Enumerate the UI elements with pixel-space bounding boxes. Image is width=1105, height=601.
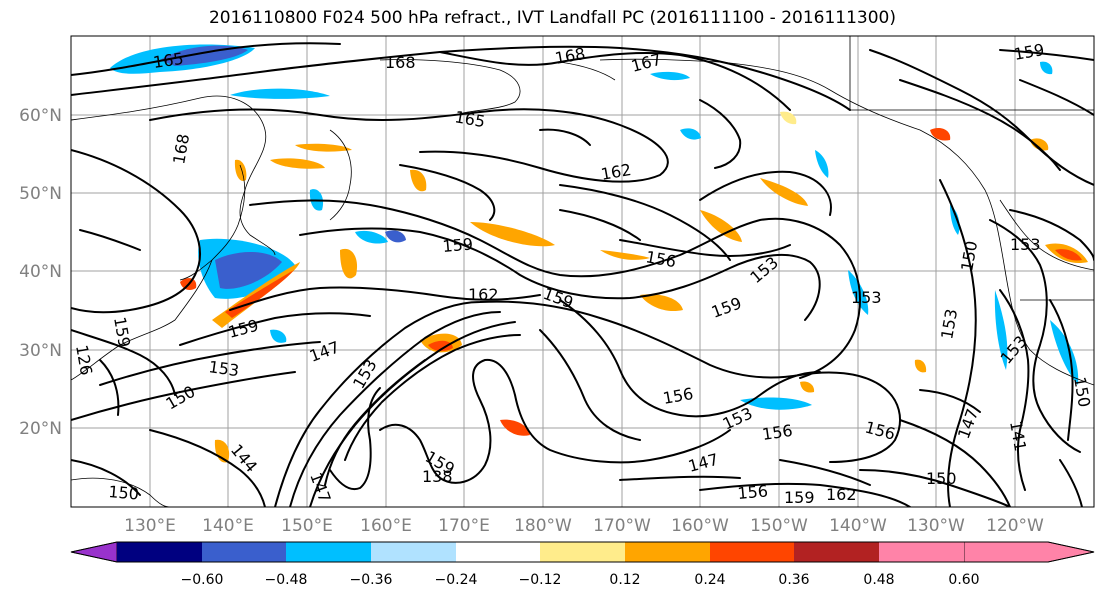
- contour-label: 162: [826, 485, 857, 504]
- colorbar-swatch: [286, 542, 371, 562]
- lat-label: 50°N: [19, 184, 62, 204]
- contour-label: 150: [108, 482, 140, 504]
- contour-label: 168: [385, 53, 416, 72]
- latitude-labels: 60°N 50°N 40°N 30°N 20°N: [19, 106, 62, 439]
- colorbar-tick-label: 0.12: [609, 572, 640, 588]
- contour-label: 165: [152, 49, 185, 72]
- colorbar-tick-label: −0.60: [181, 572, 224, 588]
- colorbar-tick-label: 0.48: [863, 572, 894, 588]
- lat-label: 40°N: [19, 262, 62, 282]
- colorbar-tick-label: −0.12: [519, 572, 562, 588]
- longitude-labels: 130°E 140°E 150°E 160°E 170°E 180°W 170°…: [124, 516, 1044, 536]
- colorbar-tick-label: 0.60: [948, 572, 979, 588]
- colorbar-tick-label: 0.24: [694, 572, 725, 588]
- contour-label: 156: [761, 421, 794, 444]
- lon-label: 160°W: [671, 516, 729, 536]
- colorbar-tick-label: −0.36: [350, 572, 393, 588]
- colorbar-tick-label: −0.48: [265, 572, 308, 588]
- colorbar: −0.60 −0.48 −0.36 −0.24 −0.12 0.12 0.24 …: [70, 541, 1095, 588]
- lat-label: 20°N: [19, 419, 62, 439]
- colorbar-swatch: [456, 542, 540, 562]
- colorbar-tick-label: 0.36: [778, 572, 809, 588]
- contour-label: 138: [422, 467, 453, 486]
- map-frame: [70, 35, 1095, 508]
- contour-labels: 165 168 168 167 159 168 165 162 159 156 …: [72, 40, 1094, 507]
- colorbar-extend-left: [70, 541, 118, 563]
- contour-label: 150: [926, 469, 957, 488]
- colorbar-tick-label: −0.24: [435, 572, 478, 588]
- colorbar-outline: [70, 541, 1095, 563]
- contour-label: 159: [784, 488, 815, 507]
- contour-label: 153: [207, 357, 240, 380]
- contour-label: 153: [851, 288, 882, 307]
- colorbar-swatch: [202, 542, 286, 562]
- colorbar-swatch: [879, 542, 964, 562]
- colorbar-swatch: [625, 542, 710, 562]
- lon-label: 130°W: [907, 516, 965, 536]
- lon-label: 170°W: [593, 516, 651, 536]
- map-title: 2016110800 F024 500 hPa refract., IVT La…: [208, 8, 896, 28]
- lat-label: 30°N: [19, 341, 62, 361]
- colorbar-swatch: [710, 542, 794, 562]
- colorbar-swatch: [794, 542, 879, 562]
- lon-label: 120°W: [986, 516, 1044, 536]
- contour-label: 153: [1010, 235, 1041, 254]
- lat-label: 60°N: [19, 106, 62, 126]
- lon-label: 150°W: [750, 516, 808, 536]
- shading-blobs: [110, 44, 1088, 463]
- colorbar-swatch: [371, 542, 456, 562]
- lon-label: 140°W: [829, 516, 887, 536]
- colorbar-swatch: [540, 542, 625, 562]
- lon-label: 180°W: [514, 516, 572, 536]
- colorbar-swatch: [117, 542, 202, 562]
- lon-label: 150°E: [281, 516, 333, 536]
- lon-label: 170°E: [438, 516, 490, 536]
- lon-label: 160°E: [360, 516, 412, 536]
- contour-label: 162: [468, 285, 499, 304]
- lon-label: 140°E: [202, 516, 254, 536]
- contour-label: 150: [1070, 375, 1094, 408]
- contours: [71, 42, 1094, 507]
- contour-label: 159: [442, 234, 474, 256]
- lon-label: 130°E: [124, 516, 176, 536]
- colorbar-extend-right: [963, 541, 1095, 563]
- contour-label: 156: [737, 481, 769, 503]
